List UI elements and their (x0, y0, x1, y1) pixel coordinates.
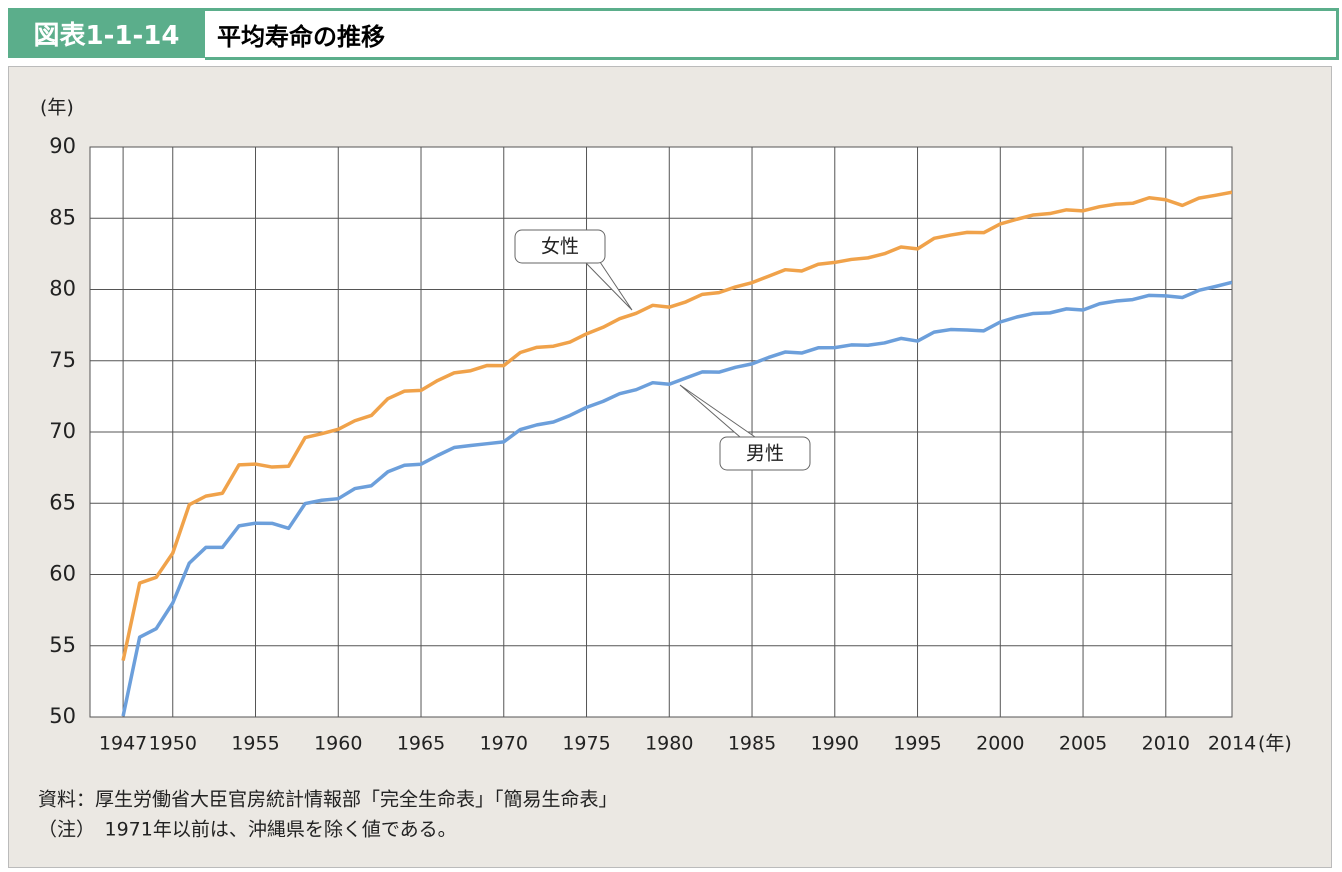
line-series (121, 280, 1232, 717)
y-tick-label: 60 (49, 562, 76, 586)
y-tick-label: 90 (49, 134, 76, 158)
y-tick-label: 55 (49, 633, 76, 657)
x-tick-label: 2010 (1142, 733, 1190, 755)
x-tick-label: 1955 (231, 733, 279, 755)
chart-title: 平均寿命の推移 (205, 8, 1339, 60)
x-tick-label: 1950 (149, 733, 197, 755)
x-tick-label: 1985 (728, 733, 776, 755)
x-tick-label: 1970 (480, 733, 528, 755)
footnote: （注） 1971年以前は、沖縄県を除く値である。 (38, 819, 457, 841)
y-tick-label: 65 (49, 490, 76, 514)
y-tick-label: 50 (49, 704, 76, 728)
line-series (121, 190, 1232, 661)
source-note: 資料：厚生労働省大臣官房統計情報部「完全生命表」「簡易生命表」 (38, 789, 618, 811)
callout-box (514, 229, 606, 264)
x-tick-label: 1960 (314, 733, 362, 755)
y-tick-label: 85 (49, 205, 76, 229)
x-tick-label: 2000 (976, 733, 1024, 755)
callout-box (719, 436, 811, 471)
x-tick-label: 1990 (811, 733, 859, 755)
callout-pointer (679, 384, 756, 438)
figure-id: 図表1-1-14 (8, 8, 205, 58)
x-axis-label: (年) (1258, 733, 1292, 755)
legend-label: 女性 (541, 236, 579, 258)
x-tick-label: 1947 (99, 733, 147, 755)
x-tick-label: 1980 (645, 733, 693, 755)
y-tick-label: 75 (49, 348, 76, 372)
x-tick-label: 2005 (1059, 733, 1107, 755)
x-tick-label: 1965 (397, 733, 445, 755)
x-tick-label: 1975 (562, 733, 610, 755)
y-tick-label: 70 (49, 419, 76, 443)
y-tick-label: 80 (49, 277, 76, 301)
callout-pointer (584, 261, 633, 311)
x-tick-label: 2014 (1208, 733, 1256, 755)
legend-label: 男性 (746, 443, 784, 465)
x-tick-label: 1995 (893, 733, 941, 755)
y-axis-label: (年) (40, 97, 74, 119)
